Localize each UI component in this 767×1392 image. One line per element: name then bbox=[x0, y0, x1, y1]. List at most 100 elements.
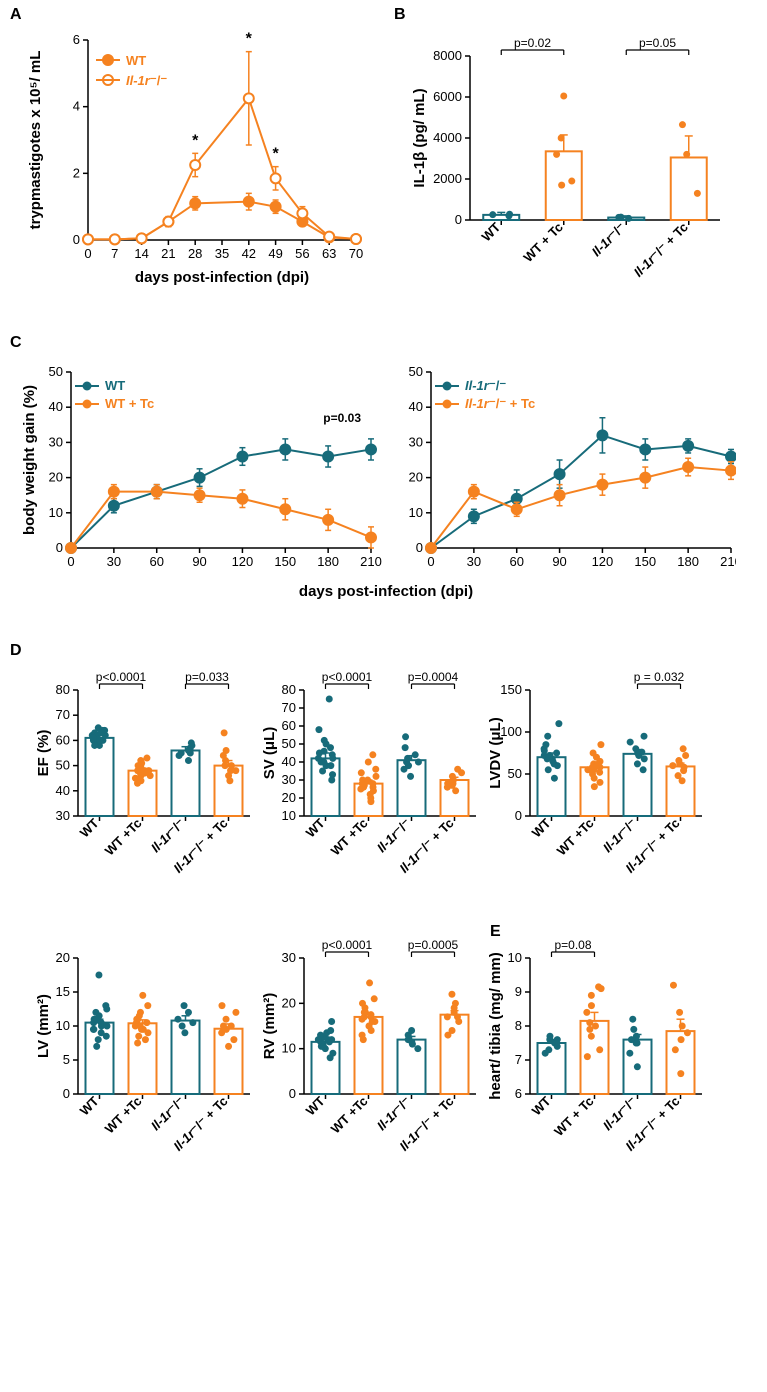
svg-text:10: 10 bbox=[282, 1041, 296, 1056]
svg-text:50: 50 bbox=[49, 364, 63, 379]
svg-text:4: 4 bbox=[73, 99, 80, 114]
svg-text:*: * bbox=[272, 146, 279, 163]
svg-text:7: 7 bbox=[111, 246, 118, 261]
svg-text:WT: WT bbox=[105, 378, 125, 393]
svg-text:WT: WT bbox=[529, 815, 554, 840]
svg-text:Il-1r⁻/⁻: Il-1r⁻/⁻ bbox=[600, 815, 640, 855]
svg-text:60: 60 bbox=[56, 732, 70, 747]
svg-text:days post-infection (dpi): days post-infection (dpi) bbox=[299, 583, 473, 600]
svg-text:30: 30 bbox=[107, 554, 121, 569]
svg-text:heart/ tibia (mg/ mm): heart/ tibia (mg/ mm) bbox=[487, 952, 504, 1100]
svg-text:50: 50 bbox=[282, 736, 296, 751]
svg-text:p=0.08: p=0.08 bbox=[554, 938, 591, 952]
svg-text:4000: 4000 bbox=[433, 130, 462, 145]
svg-text:WT: WT bbox=[77, 815, 102, 840]
svg-text:150: 150 bbox=[274, 554, 296, 569]
svg-text:60: 60 bbox=[149, 554, 163, 569]
svg-text:Il-1r⁻/⁻: Il-1r⁻/⁻ bbox=[465, 378, 506, 393]
panel-d-row2: 05101520WTWT +TcIl-1r⁻/⁻Il-1r⁻/⁻ + TcLV … bbox=[16, 924, 751, 1224]
svg-text:20: 20 bbox=[49, 470, 63, 485]
svg-text:180: 180 bbox=[677, 554, 699, 569]
svg-text:WT + Tc: WT + Tc bbox=[105, 396, 154, 411]
svg-text:WT: WT bbox=[77, 1093, 102, 1118]
svg-text:WT: WT bbox=[303, 815, 328, 840]
svg-text:70: 70 bbox=[349, 246, 363, 261]
svg-text:70: 70 bbox=[282, 700, 296, 715]
svg-text:150: 150 bbox=[500, 682, 522, 697]
svg-text:0: 0 bbox=[84, 246, 91, 261]
svg-text:5: 5 bbox=[63, 1052, 70, 1067]
svg-text:SV (μL): SV (μL) bbox=[261, 727, 278, 780]
svg-text:40: 40 bbox=[282, 754, 296, 769]
svg-text:210: 210 bbox=[720, 554, 736, 569]
svg-text:80: 80 bbox=[282, 682, 296, 697]
svg-text:Il-1r⁻/⁻: Il-1r⁻/⁻ bbox=[126, 73, 167, 88]
svg-text:90: 90 bbox=[192, 554, 206, 569]
svg-text:10: 10 bbox=[56, 1018, 70, 1033]
svg-text:0: 0 bbox=[63, 1086, 70, 1101]
svg-text:35: 35 bbox=[215, 246, 229, 261]
svg-text:0: 0 bbox=[73, 232, 80, 247]
svg-text:10: 10 bbox=[49, 505, 63, 520]
svg-text:p=0.0005: p=0.0005 bbox=[408, 938, 459, 952]
svg-text:7: 7 bbox=[515, 1052, 522, 1067]
panel-b: B 02000400060008000WTWT + TcIl-1r⁻/⁻Il-1… bbox=[400, 20, 751, 320]
svg-text:E: E bbox=[490, 924, 501, 940]
svg-text:p=0.033: p=0.033 bbox=[185, 670, 229, 684]
svg-text:Il-1r⁻/⁻ + Tc: Il-1r⁻/⁻ + Tc bbox=[465, 396, 535, 411]
svg-text:50: 50 bbox=[508, 766, 522, 781]
svg-text:WT + Tc: WT + Tc bbox=[551, 1094, 596, 1139]
svg-text:WT: WT bbox=[126, 53, 146, 68]
svg-text:WT: WT bbox=[478, 219, 503, 244]
svg-text:21: 21 bbox=[161, 246, 175, 261]
svg-text:180: 180 bbox=[317, 554, 339, 569]
svg-text:p=0.03: p=0.03 bbox=[323, 411, 361, 425]
svg-text:70: 70 bbox=[56, 707, 70, 722]
svg-text:30: 30 bbox=[409, 434, 423, 449]
svg-text:IL-1β (pg/ mL): IL-1β (pg/ mL) bbox=[411, 88, 428, 187]
svg-text:42: 42 bbox=[242, 246, 256, 261]
svg-text:14: 14 bbox=[134, 246, 148, 261]
svg-text:10: 10 bbox=[409, 505, 423, 520]
svg-text:60: 60 bbox=[282, 718, 296, 733]
svg-text:p=0.0004: p=0.0004 bbox=[408, 670, 459, 684]
svg-text:Il-1r⁻/⁻: Il-1r⁻/⁻ bbox=[148, 1093, 188, 1133]
svg-text:Il-1r⁻/⁻: Il-1r⁻/⁻ bbox=[589, 219, 629, 259]
svg-text:20: 20 bbox=[56, 950, 70, 965]
svg-text:63: 63 bbox=[322, 246, 336, 261]
svg-text:p=0.02: p=0.02 bbox=[514, 36, 551, 50]
svg-text:150: 150 bbox=[634, 554, 656, 569]
svg-text:WT: WT bbox=[529, 1093, 554, 1118]
svg-text:6: 6 bbox=[515, 1086, 522, 1101]
svg-text:p=0.05: p=0.05 bbox=[639, 36, 676, 50]
svg-text:*: * bbox=[246, 31, 253, 48]
svg-text:Il-1r⁻/⁻: Il-1r⁻/⁻ bbox=[148, 815, 188, 855]
panel-label-b: B bbox=[394, 6, 406, 24]
svg-text:trypmastigotes x 10⁵/ mL: trypmastigotes x 10⁵/ mL bbox=[27, 51, 44, 230]
svg-text:40: 40 bbox=[409, 399, 423, 414]
svg-text:2000: 2000 bbox=[433, 171, 462, 186]
svg-text:28: 28 bbox=[188, 246, 202, 261]
svg-text:WT +Tc: WT +Tc bbox=[328, 1094, 371, 1137]
svg-text:WT +Tc: WT +Tc bbox=[102, 816, 145, 859]
svg-text:40: 40 bbox=[56, 783, 70, 798]
svg-text:WT +Tc: WT +Tc bbox=[102, 1094, 145, 1137]
panel-label-a: A bbox=[10, 6, 22, 24]
svg-text:15: 15 bbox=[56, 984, 70, 999]
svg-text:56: 56 bbox=[295, 246, 309, 261]
svg-text:50: 50 bbox=[409, 364, 423, 379]
svg-text:p = 0.032: p = 0.032 bbox=[634, 670, 685, 684]
svg-text:0: 0 bbox=[455, 212, 462, 227]
svg-text:10: 10 bbox=[282, 808, 296, 823]
svg-text:50: 50 bbox=[56, 758, 70, 773]
svg-text:Il-1r⁻/⁻: Il-1r⁻/⁻ bbox=[374, 815, 414, 855]
svg-text:120: 120 bbox=[232, 554, 254, 569]
svg-text:RV (mm²): RV (mm²) bbox=[261, 993, 278, 1059]
panel-label-c: C bbox=[10, 334, 22, 352]
svg-text:p<0.0001: p<0.0001 bbox=[96, 670, 147, 684]
svg-text:9: 9 bbox=[515, 984, 522, 999]
svg-text:0: 0 bbox=[416, 540, 423, 555]
svg-text:p<0.0001: p<0.0001 bbox=[322, 938, 373, 952]
svg-text:0: 0 bbox=[67, 554, 74, 569]
svg-text:8000: 8000 bbox=[433, 48, 462, 63]
